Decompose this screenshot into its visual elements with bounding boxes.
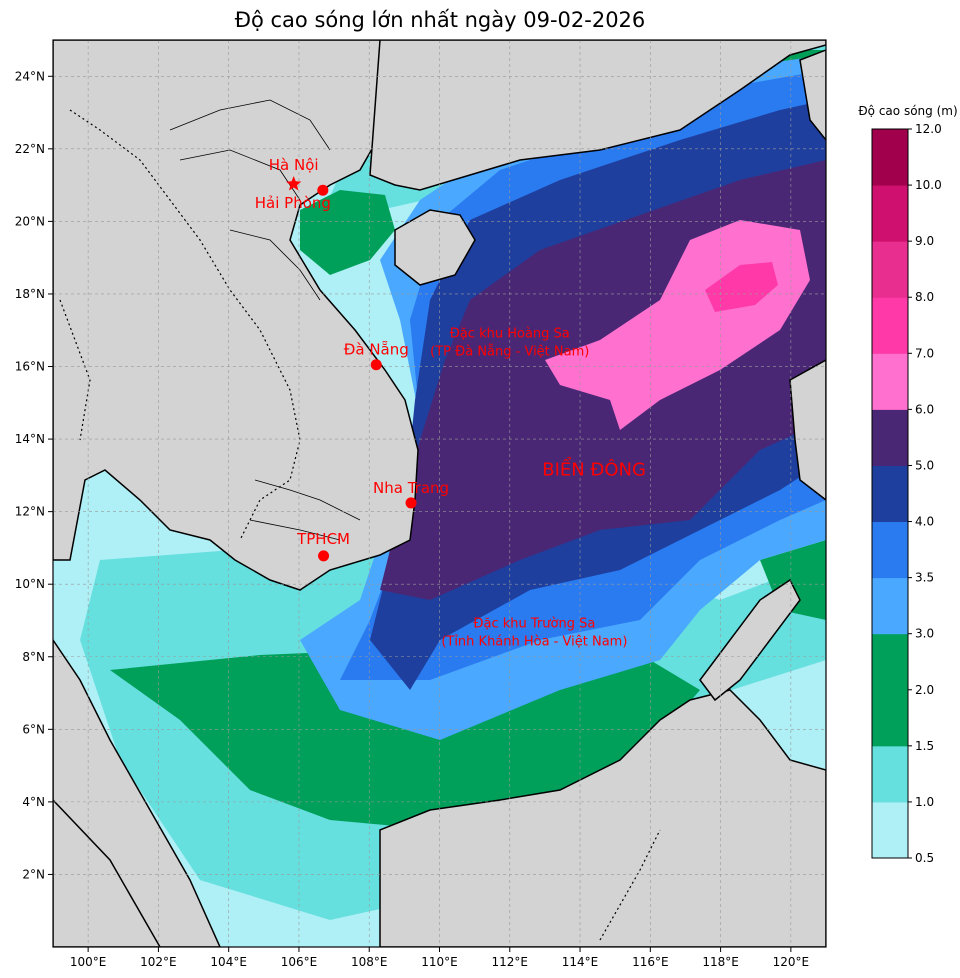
lon-tick-label: 116°E (632, 955, 669, 969)
lon-tick-label: 120°E (773, 955, 810, 969)
colorbar-frame (871, 128, 909, 859)
colorbar-tick-label: 0.5 (915, 851, 934, 865)
land-china-south (369, 40, 826, 191)
colorbar-tick-label: 1.0 (915, 795, 934, 809)
land-sumatra (53, 798, 161, 947)
city-label: Đà Nẵng (344, 341, 409, 359)
land-luzon (799, 49, 826, 142)
lat-tick-label: 22°N (15, 142, 45, 156)
colorbar-tick-label: 4.0 (915, 515, 934, 529)
city-marker-dot (370, 359, 382, 371)
land-philippines (789, 359, 826, 501)
lon-tick-label: 100°E (70, 955, 107, 969)
city-markers: Hà Nội Hải Phòng Đà Nẵng Nha Trang TPHCM (255, 156, 449, 562)
lat-tick-label: 24°N (15, 69, 45, 83)
province-borders (169, 99, 361, 541)
lat-tick-label: 16°N (15, 360, 45, 374)
colorbar-tick-label: 2.0 (915, 683, 934, 697)
colorbar-swatch (872, 633, 908, 691)
colorbar-swatch (872, 521, 908, 579)
city-label: Hải Phòng (255, 194, 331, 212)
region-labels: Đặc khu Hoàng Sa (TP Đà Nẵng - Việt Nam) B… (430, 326, 646, 649)
colorbar-swatch (872, 801, 908, 859)
land-hainan (394, 209, 476, 286)
lon-tick-label: 110°E (421, 955, 458, 969)
colorbar: 0.5 1.0 1.5 2.0 3.0 3.5 4.0 5.0 6.0 7.0 8.0 9.0 10.0… (858, 104, 957, 865)
region-label: (TP Đà Nẵng - Việt Nam) (430, 344, 589, 359)
colorbar-swatch (872, 353, 908, 410)
colorbar-tick-label: 6.0 (915, 402, 934, 416)
colorbar-tick-label: 7.0 (915, 346, 934, 360)
land-masses (53, 40, 826, 947)
lat-tick-label: 4°N (22, 795, 45, 809)
city-marker-dot (405, 497, 417, 509)
lon-tick-label: 118°E (702, 955, 739, 969)
colorbar-swatch (872, 577, 908, 635)
lon-tick-label: 108°E (351, 955, 388, 969)
lat-tick-label: 12°N (15, 505, 45, 519)
colorbar-swatch (872, 185, 908, 242)
wave-band-1.5-2.0 (110, 650, 700, 830)
region-label: Đặc khu Trường Sa (473, 617, 595, 632)
colorbar-tick-label: 8.0 (915, 290, 934, 304)
lon-tick-label: 102°E (140, 955, 177, 969)
colorbar-tick-label: 5.0 (915, 458, 934, 472)
lat-tick-label: 8°N (22, 650, 45, 664)
colorbar-swatch (872, 465, 908, 523)
colorbar-tick-label: 9.0 (915, 234, 934, 248)
city-label: Nha Trang (373, 479, 449, 497)
region-label: Đặc khu Hoàng Sa (450, 326, 570, 341)
wave-band-6.0-7.0 (705, 262, 778, 312)
lat-tick-label: 2°N (22, 867, 45, 881)
colorbar-label: Độ cao sóng (m) (858, 104, 957, 118)
lon-tick-label: 106°E (281, 955, 318, 969)
land-palawan (699, 578, 801, 702)
lon-tick-label: 104°E (210, 955, 247, 969)
colorbar-tick-label: 10.0 (915, 178, 942, 192)
lat-tick-label: 14°N (15, 432, 45, 446)
colorbar-swatch (872, 745, 908, 803)
lon-tick-label: 112°E (492, 955, 529, 969)
lat-tick-label: 6°N (22, 722, 45, 736)
colorbar-tick-label: 3.5 (915, 571, 934, 585)
colorbar-swatch (872, 129, 908, 186)
city-label: Hà Nội (269, 156, 319, 174)
region-label: (Tỉnh Khánh Hòa - Việt Nam) (441, 635, 627, 650)
colorbar-tick-label: 3.0 (915, 627, 934, 641)
city-label: TPHCM (296, 530, 350, 548)
city-marker-dot (318, 550, 330, 562)
colorbar-swatch (872, 689, 908, 747)
city-marker-star (286, 176, 302, 191)
country-borders (59, 109, 661, 941)
colorbar-tick-label: 1.5 (915, 739, 934, 753)
lat-tick-label: 10°N (15, 577, 45, 591)
lon-tick-label: 114°E (562, 955, 599, 969)
lat-tick-label: 18°N (15, 287, 45, 301)
wave-band-1.5-2.0-gulf (300, 190, 395, 275)
lat-tick-label: 20°N (15, 214, 45, 228)
colorbar-tick-label: 12.0 (915, 122, 942, 136)
gridlines (53, 40, 826, 947)
axis-ticks: 100°E 102°E 104°E 106°E 108°E 110°E 112°E 114°E… (15, 69, 809, 969)
colorbar-swatch (872, 409, 908, 466)
region-label: BIỂN ĐÔNG (542, 456, 646, 480)
map-title: Độ cao sóng lớn nhất ngày 09-02-2026 (234, 8, 646, 32)
colorbar-swatch (872, 297, 908, 354)
colorbar-swatch (872, 241, 908, 298)
city-marker-dot (317, 184, 329, 196)
